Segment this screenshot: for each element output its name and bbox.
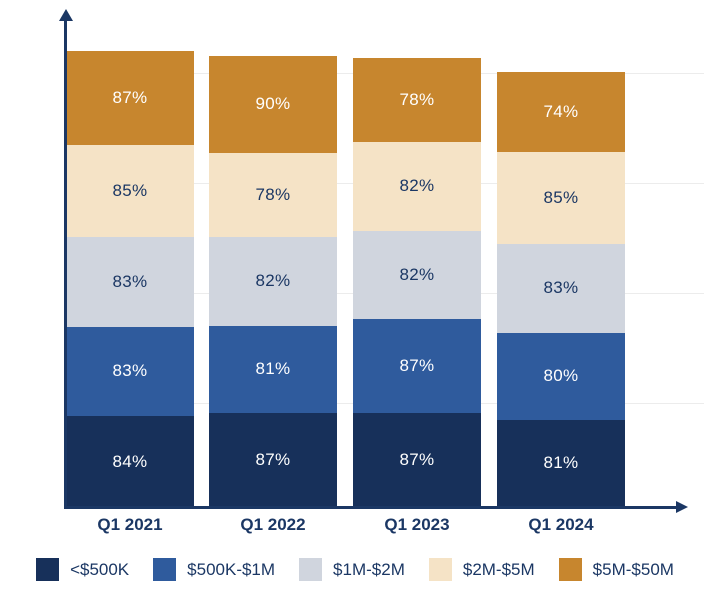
legend-label: $2M-$5M	[462, 559, 535, 579]
bar-segment-500k-1m: 81%	[209, 325, 337, 414]
legend-swatch-icon	[36, 558, 60, 581]
bar-segment-2m-5m: 85%	[497, 151, 625, 244]
x-axis-label-q1-2022: Q1 2022	[240, 515, 306, 534]
legend-item-1m-2m: $1M-$2M	[299, 558, 405, 581]
bar-segment-1m-2m: 83%	[497, 243, 625, 334]
bar-segment-500k-1m: 80%	[497, 333, 625, 420]
legend-item-500k: <$500K	[36, 558, 129, 581]
x-axis-label-q1-2021: Q1 2021	[97, 515, 163, 534]
bar-segment-2m-5m: 82%	[353, 142, 481, 231]
bar-segment-500k: 87%	[209, 413, 337, 507]
bar-segment-5m-50m: 78%	[353, 57, 481, 142]
legend-label: $1M-$2M	[333, 559, 405, 579]
bar-segment-500k-1m: 87%	[353, 319, 481, 414]
x-axis-arrow-icon	[676, 501, 688, 513]
segment-value-label: 87%	[399, 450, 435, 470]
segment-value-label: 87%	[112, 88, 148, 108]
bar-segment-2m-5m: 85%	[66, 145, 194, 238]
bar-segment-1m-2m: 82%	[353, 230, 481, 320]
bar-q1-2024: 81% 80% 83% 85% 74%	[497, 71, 625, 507]
legend-item-2m-5m: $2M-$5M	[428, 558, 535, 581]
segment-value-label: 82%	[399, 264, 435, 284]
bar-segment-500k-1m: 83%	[66, 326, 194, 417]
bar-segment-2m-5m: 78%	[209, 152, 337, 238]
x-axis	[64, 506, 678, 509]
legend-item-500k-1m: $500K-$1M	[153, 558, 275, 581]
segment-value-label: 78%	[399, 89, 435, 109]
segment-value-label: 74%	[543, 101, 579, 121]
y-axis	[64, 21, 67, 508]
segment-value-label: 78%	[255, 184, 291, 204]
segment-value-label: 85%	[543, 187, 579, 207]
legend-item-5m-50m: $5M-$50M	[558, 558, 674, 581]
legend-swatch-icon	[428, 558, 452, 581]
bar-segment-5m-50m: 90%	[209, 55, 337, 153]
segment-value-label: 83%	[112, 361, 148, 381]
y-axis-arrow-icon	[59, 9, 73, 21]
bar-q1-2023: 87% 87% 82% 82% 78%	[353, 57, 481, 507]
bar-segment-500k: 84%	[66, 416, 194, 507]
legend: <$500K $500K-$1M $1M-$2M $2M-$5M $5M-$50M	[0, 558, 710, 581]
bar-segment-500k: 81%	[497, 419, 625, 507]
legend-label: $5M-$50M	[592, 559, 674, 579]
legend-swatch-icon	[558, 558, 582, 581]
legend-swatch-icon	[299, 558, 323, 581]
bar-segment-1m-2m: 82%	[209, 237, 337, 326]
segment-value-label: 82%	[255, 271, 291, 291]
segment-value-label: 81%	[255, 359, 291, 379]
segment-value-label: 87%	[399, 356, 435, 376]
segment-value-label: 87%	[255, 450, 291, 470]
segment-value-label: 84%	[112, 451, 148, 471]
bar-segment-5m-50m: 74%	[497, 71, 625, 152]
legend-label: <$500K	[70, 559, 130, 579]
segment-value-label: 85%	[112, 181, 148, 201]
bar-segment-1m-2m: 83%	[66, 237, 194, 327]
x-axis-label-q1-2024: Q1 2024	[528, 515, 594, 534]
bar-segment-5m-50m: 87%	[66, 51, 194, 146]
legend-label: $500K-$1M	[187, 559, 276, 579]
bar-q1-2021: 84% 83% 83% 85% 87%	[66, 51, 194, 507]
x-axis-label-q1-2023: Q1 2023	[384, 515, 450, 534]
segment-value-label: 80%	[543, 366, 579, 386]
segment-value-label: 82%	[399, 176, 435, 196]
segment-value-label: 83%	[543, 278, 579, 298]
legend-swatch-icon	[153, 558, 177, 581]
segment-value-label: 81%	[543, 453, 579, 473]
bar-q1-2022: 87% 81% 82% 78% 90%	[209, 55, 337, 507]
segment-value-label: 83%	[112, 271, 148, 291]
bar-segment-500k: 87%	[353, 413, 481, 507]
segment-value-label: 90%	[255, 94, 291, 114]
